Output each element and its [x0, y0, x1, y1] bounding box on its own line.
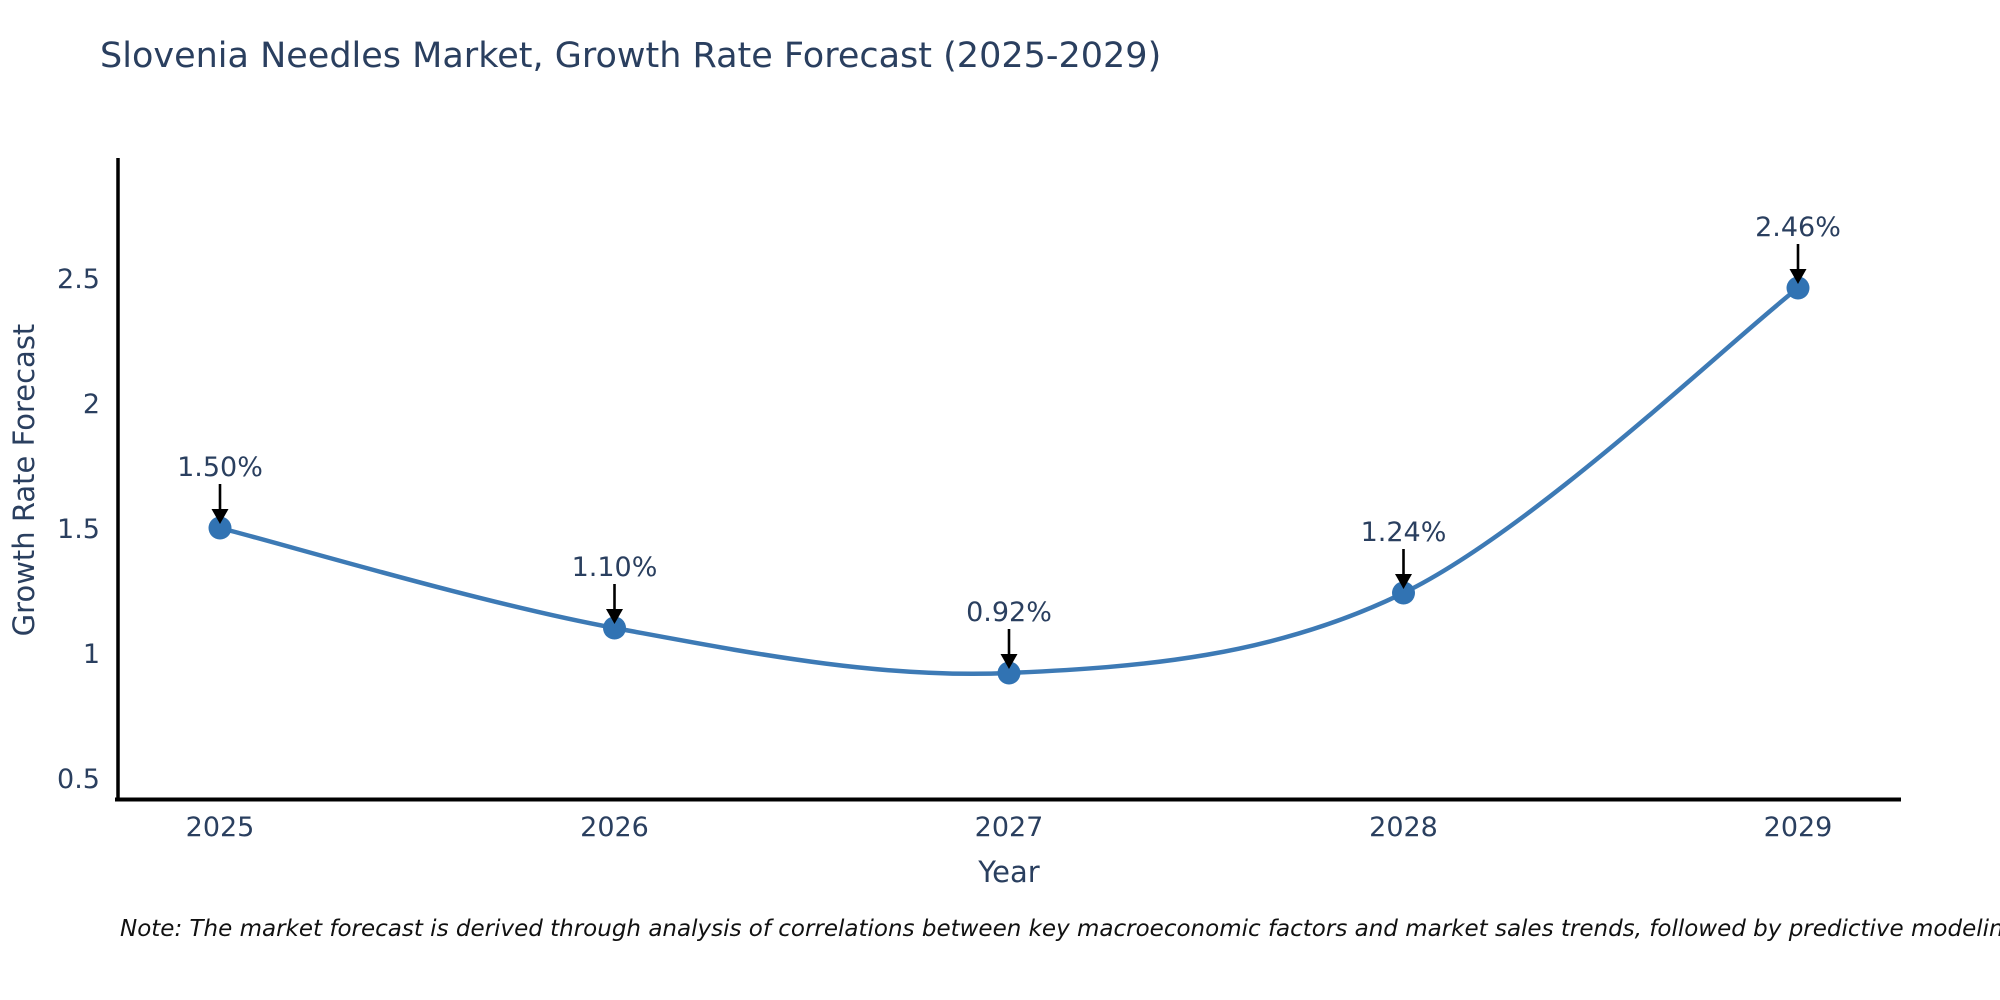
chart-title: Slovenia Needles Market, Growth Rate For…: [100, 36, 1162, 76]
x-tick-label: 2026: [580, 812, 649, 843]
y-tick-label: 2.5: [57, 264, 100, 295]
y-tick-label: 2: [83, 389, 100, 420]
y-tick-label: 1: [83, 639, 100, 670]
data-point-marker: [997, 661, 1021, 685]
annotation-arrowhead: [1789, 269, 1807, 284]
x-tick-label: 2029: [1764, 812, 1833, 843]
point-annotation-label: 1.50%: [177, 452, 263, 483]
x-tick-label: 2025: [186, 812, 255, 843]
footnote-text: Note: The market forecast is derived thr…: [120, 916, 2000, 942]
data-point-marker: [1392, 581, 1415, 605]
point-annotation-label: 2.46%: [1755, 212, 1841, 243]
x-axis-title: Year: [977, 855, 1039, 889]
y-tick-label: 1.5: [57, 514, 100, 545]
x-tick-label: 2027: [975, 812, 1044, 843]
data-point-marker: [1786, 276, 1810, 300]
y-tick-label: 0.5: [57, 764, 100, 795]
point-annotation-label: 0.92%: [966, 597, 1052, 628]
point-annotation-label: 1.24%: [1361, 517, 1447, 548]
annotation-arrowhead: [211, 509, 229, 524]
annotation-arrowhead: [606, 609, 623, 624]
annotation-arrowhead: [1000, 654, 1018, 669]
plot-area: 0.5 1 1.5 2 2.5 2025 2026 2027 2028 2029 1.50% 1.10…: [57, 212, 1841, 843]
point-annotation-label: 1.10%: [572, 552, 658, 583]
x-tick-label: 2028: [1369, 812, 1438, 843]
data-point-marker: [603, 616, 626, 640]
data-point-marker: [208, 516, 232, 540]
annotation-arrowhead: [1395, 574, 1412, 589]
y-axis-title: Growth Rate Forecast: [7, 324, 41, 637]
